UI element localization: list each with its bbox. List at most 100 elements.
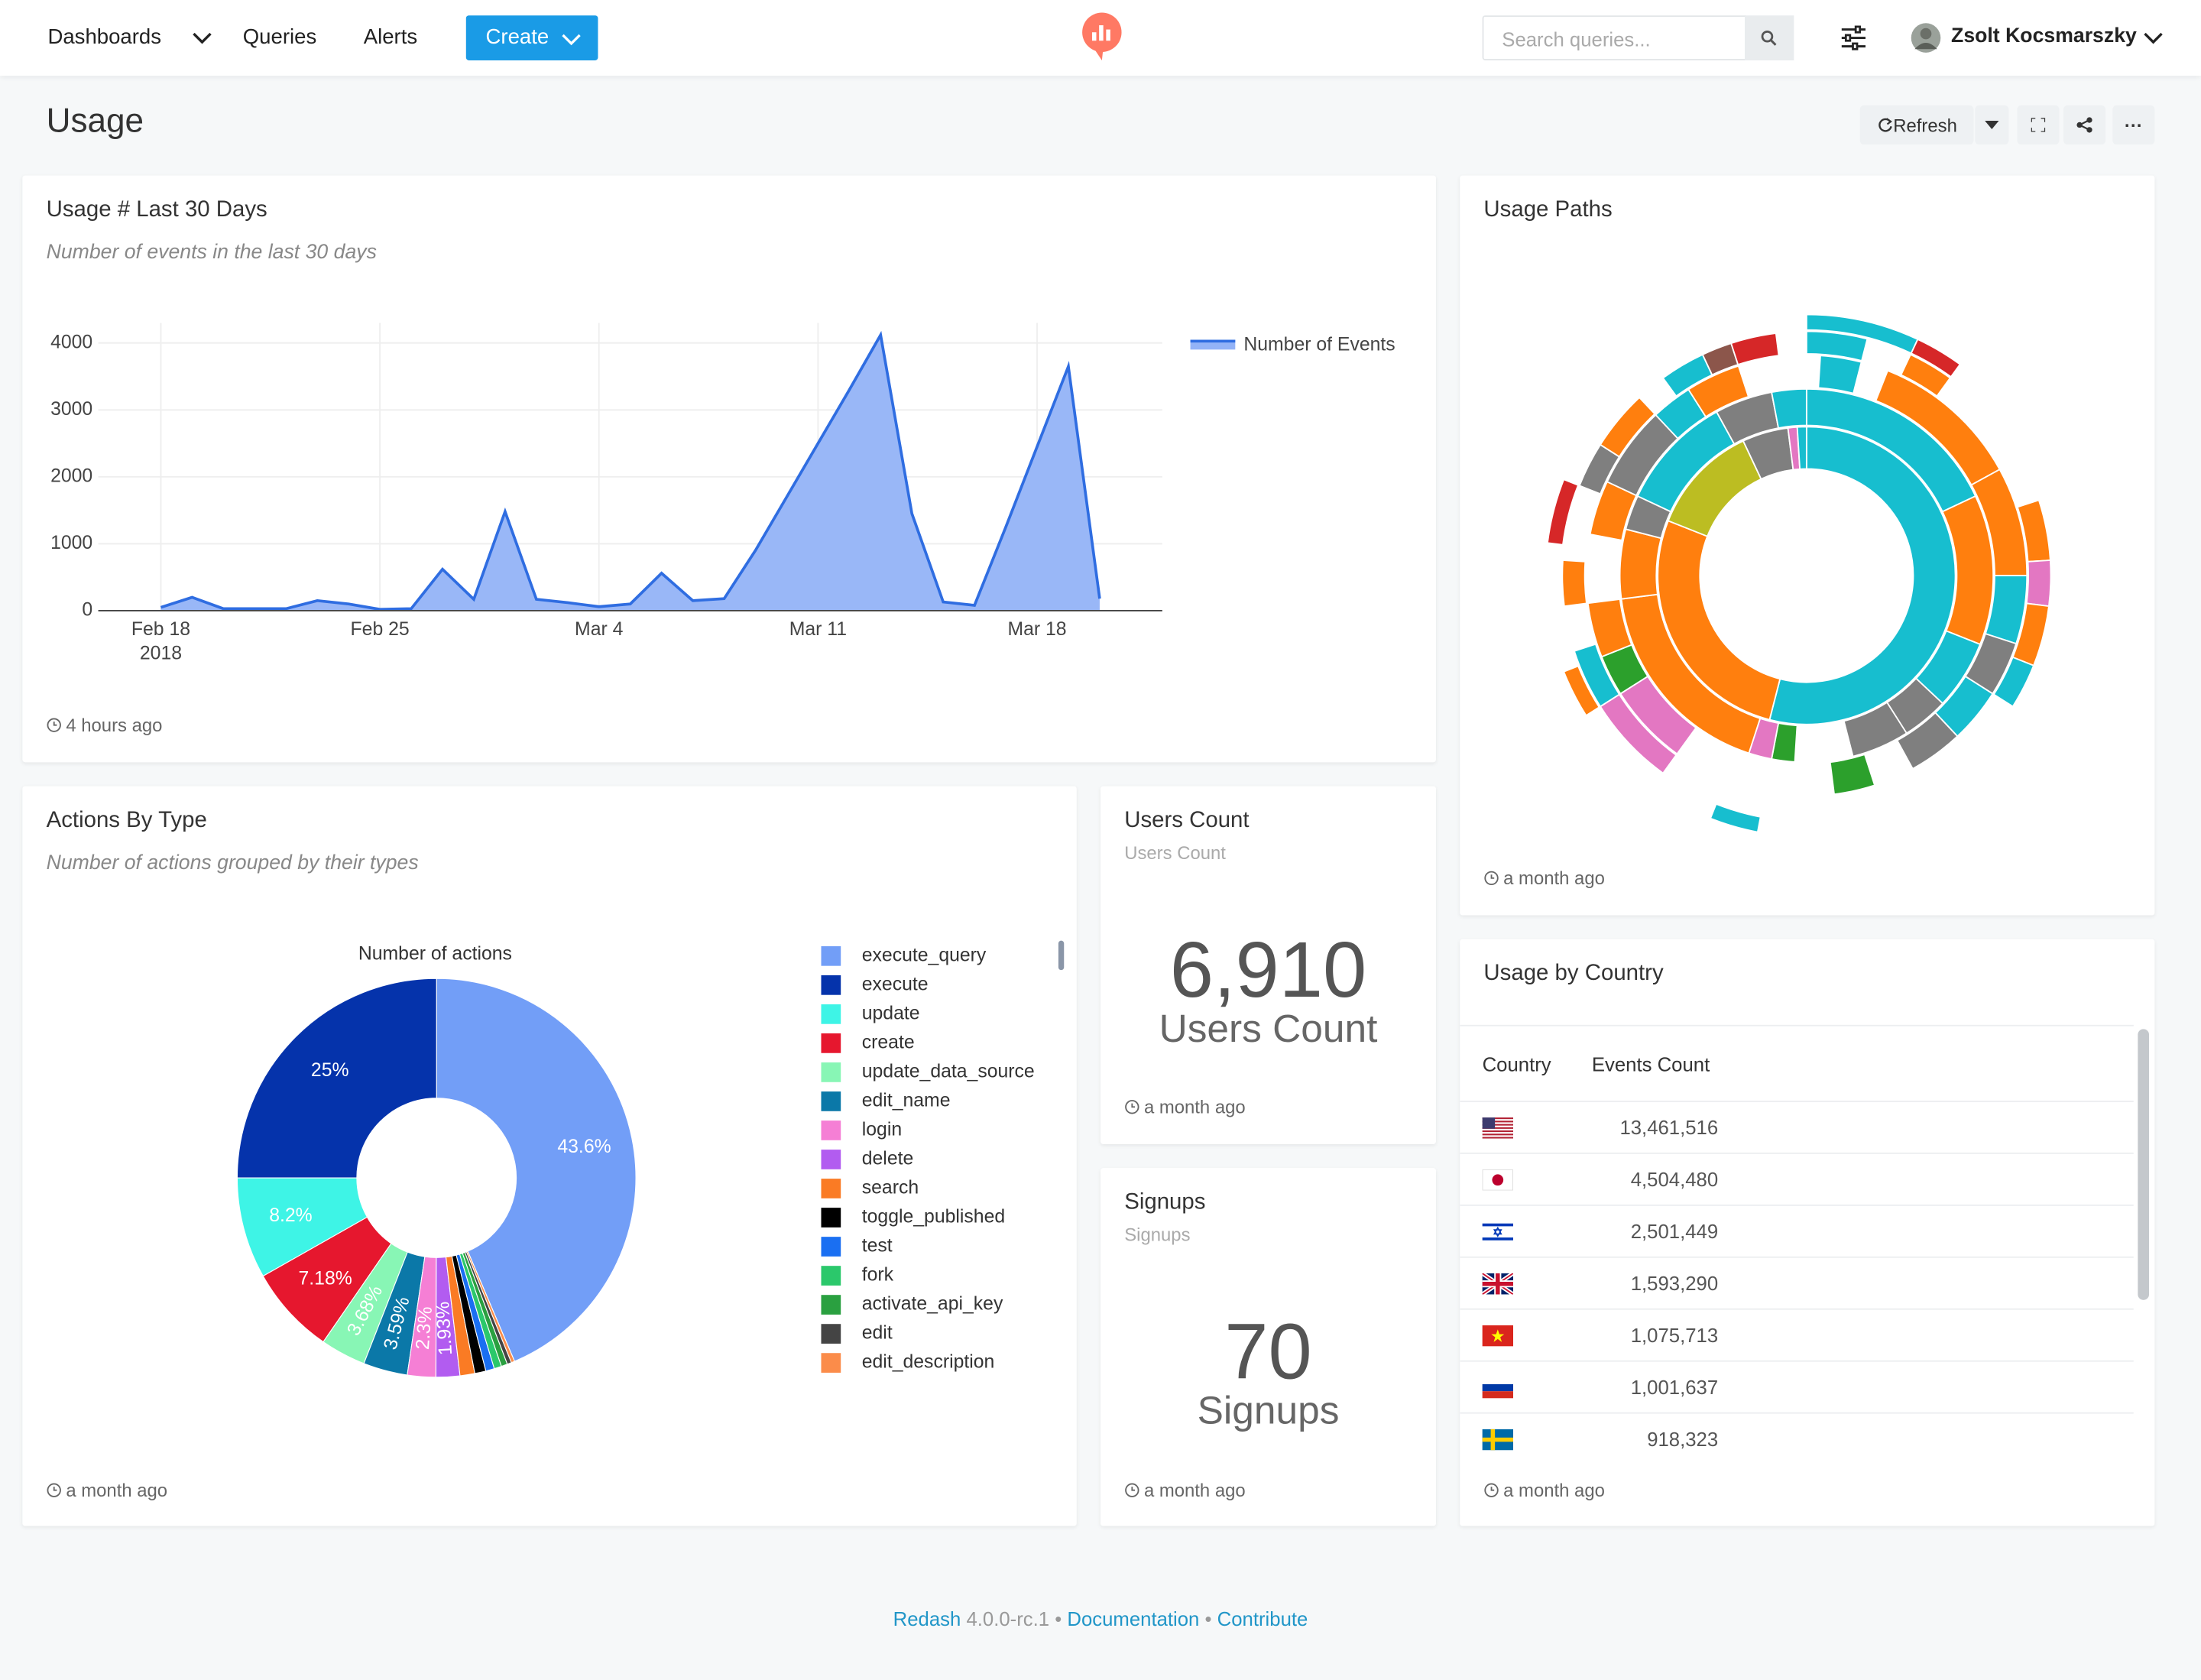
dropdown-icon[interactable] [2142,28,2164,48]
pie-chart: Number of actions 43.6% execute_query 25% e… [236,940,1065,1378]
sunburst-segment [1910,338,1961,378]
country-flag [1482,1273,1514,1295]
legend-swatch [821,1324,841,1344]
flag-part [1482,1377,1514,1385]
flag-part [1482,1134,1514,1136]
pie-slice [363,1251,426,1376]
sunburst-segment [1896,712,1959,770]
sunburst-segment [1771,388,1807,430]
clock-icon [47,1483,61,1497]
flag-part [1482,1237,1514,1241]
refresh-icon [1878,118,1892,132]
widget-subtitle: Number of events in the last 30 days [46,241,377,264]
widget-title: Usage by Country [1483,962,1664,986]
refresh-button[interactable]: Refresh [1859,105,1974,145]
column-header[interactable]: Country [1482,1052,1551,1075]
widget-card: Usage by Country Country Events Count 13… [1460,939,2155,1526]
documentation-link[interactable]: Documentation [1067,1607,1200,1630]
sunburst-segment [1768,426,1956,725]
flag-part [1482,1137,1514,1139]
scrollbar[interactable] [2138,1029,2150,1300]
line [160,330,1101,611]
flag-part [1482,1130,1514,1133]
legend-swatch [821,1091,841,1111]
nav-dashboards[interactable]: Dashboards [47,25,162,50]
updated-text: a month ago [1143,1479,1246,1501]
refresh-dropdown[interactable] [1975,105,2009,145]
legend-swatch [821,1266,841,1286]
legend-swatch [821,1033,841,1053]
widget-card: 0 1000 2000 3000 4000 Feb 18 Feb 25 Mar 4 Mar 11… [22,175,1436,763]
search-input[interactable]: Search queries... [1482,15,1746,60]
country-flag [1482,1377,1514,1399]
more-button[interactable]: ··· [2112,105,2155,145]
x-tick-year: 2018 [140,643,182,663]
flag-part [1482,1437,1514,1442]
legend-label: edit_description [862,1352,995,1373]
brand-link[interactable]: Redash [893,1607,961,1630]
flag-part [1482,1117,1496,1129]
pie-slice [407,1256,437,1378]
sunburst-segment [1709,803,1762,833]
updated-text: a month ago [1143,1096,1246,1118]
table-row: 1,075,713 [1460,1308,2134,1362]
sunburst-segment [1561,559,1587,608]
legend-label: edit_name [862,1090,951,1111]
column-header[interactable]: Events Count [1591,1052,1710,1075]
contribute-link[interactable]: Contribute [1217,1607,1308,1630]
avatar[interactable] [1911,22,1941,53]
flag-part [1482,1117,1514,1120]
legend-swatch [821,975,841,995]
dropdown-icon[interactable] [191,28,213,48]
x-tick-label: Mar 18 [1007,619,1066,640]
table-row: 918,323 [1460,1412,2134,1455]
separator: • [1204,1607,1212,1630]
events-count: 1,001,637 [1630,1376,1719,1399]
share-icon [2076,117,2092,133]
y-tick-label: 3000 [50,399,92,420]
flag-part [1482,1124,1514,1126]
widget-title: Users Count [1124,808,1250,833]
slice-label: 43.6% [557,1137,611,1157]
nav-queries[interactable]: Queries [242,25,317,50]
events-count: 4,504,480 [1630,1168,1719,1191]
user-name[interactable]: Zsolt Kocsmarszky [1951,25,2137,48]
legend-swatch [821,1150,841,1169]
legend-label: fork [862,1265,894,1286]
x-tick-label: Feb 18 [131,619,190,640]
clock-icon [1484,871,1499,886]
area [160,335,1100,611]
flag-part [1493,1226,1502,1237]
fullscreen-button[interactable] [2017,105,2060,145]
pie-slice [445,1255,476,1377]
create-button[interactable]: Create [465,15,598,60]
clock-icon [1125,1483,1139,1497]
legend-label: execute_query [862,945,987,965]
slice-label: 2.3% [413,1305,436,1350]
logo[interactable] [1079,11,1124,62]
widget-subtitle: Signups [1124,1224,1191,1246]
slice-label: 25% [311,1060,349,1081]
pie-slice [236,1177,368,1277]
flag-part [1492,1174,1504,1186]
table-row: 4,504,480 [1460,1152,2134,1206]
search-button[interactable] [1745,15,1794,60]
flag-part [1482,1384,1514,1392]
settings-icon[interactable] [1840,25,1867,50]
legend-scrollbar[interactable] [1058,940,1065,971]
search-placeholder: Search queries... [1502,28,1651,51]
nav-alerts[interactable]: Alerts [363,25,418,50]
legend-label: delete [862,1149,914,1169]
flag-part [1482,1169,1514,1191]
footer: Redash 4.0.0-rc.1 • Documentation • Cont… [0,1607,2201,1630]
updated-text: 4 hours ago [66,714,163,736]
counter-label: Signups [1197,1388,1340,1432]
country-flag [1482,1429,1514,1451]
legend-label: Number of Events [1243,334,1395,355]
updated-at: a month ago [47,1480,167,1500]
search-icon [1761,30,1777,46]
share-button[interactable] [2063,105,2106,145]
flag-part [1482,1273,1514,1295]
